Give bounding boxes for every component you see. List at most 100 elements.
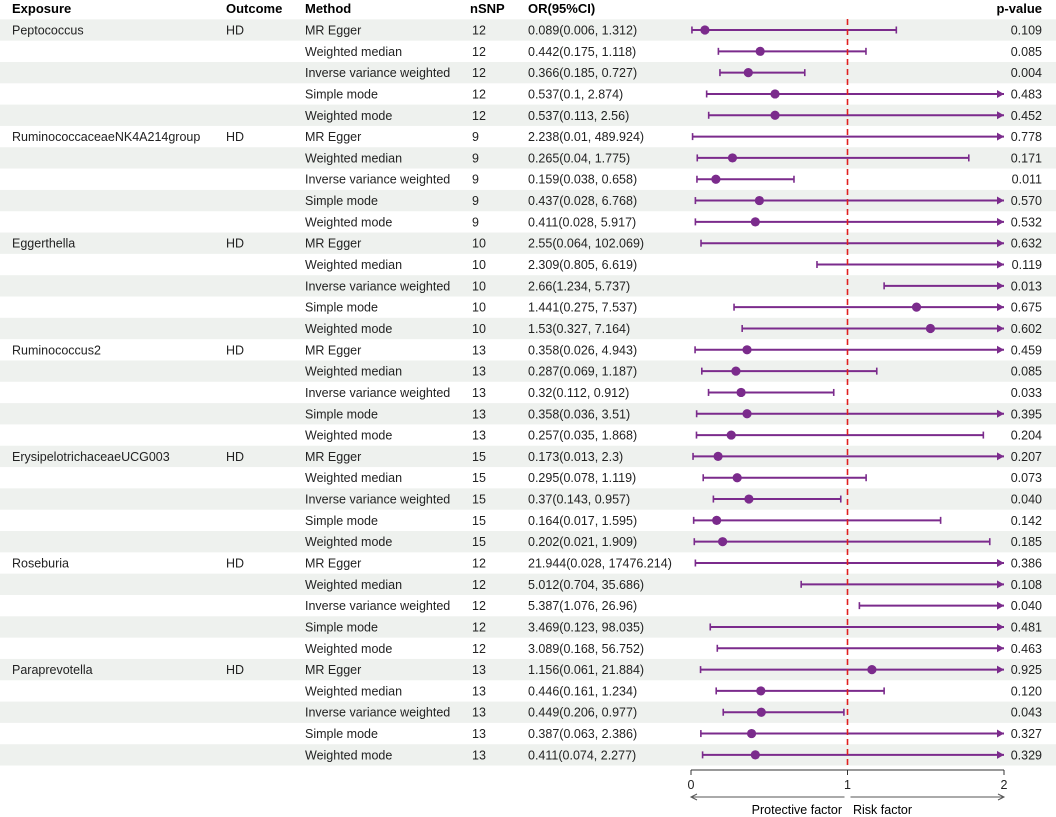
point-estimate (726, 430, 736, 440)
method-label: Simple mode (305, 407, 378, 421)
point-estimate (756, 686, 766, 696)
protective-factor-label: Protective factor (752, 803, 842, 817)
or-ci-value: 0.173(0.013, 2.3) (528, 450, 623, 464)
or-ci-value: 0.287(0.069, 1.187) (528, 365, 637, 379)
nsnp-value: 9 (472, 173, 479, 187)
nsnp-value: 10 (472, 322, 486, 336)
or-ci-value: 1.53(0.327, 7.164) (528, 322, 630, 336)
method-label: Weighted mode (305, 109, 392, 123)
method-label: Inverse variance weighted (305, 173, 450, 187)
or-ci-value: 0.164(0.017, 1.595) (528, 514, 637, 528)
outcome-label: HD (226, 663, 244, 677)
p-value: 0.570 (1011, 194, 1042, 208)
method-label: Weighted median (305, 258, 402, 272)
nsnp-value: 13 (472, 706, 486, 720)
outcome-label: HD (226, 237, 244, 251)
method-label: Weighted mode (305, 215, 392, 229)
row-stripe (0, 573, 1056, 595)
p-value: 0.073 (1011, 471, 1042, 485)
table-rows: Peptococcus HD MR Egger 12 0.089(0.006, 1.31… (12, 24, 1042, 763)
exposure-label: RuminococcaceaeNK4A214group (12, 130, 200, 144)
outcome-label: HD (226, 557, 244, 571)
or-ci-value: 0.358(0.036, 3.51) (528, 407, 630, 421)
point-estimate (736, 387, 746, 398)
nsnp-value: 13 (472, 365, 486, 379)
p-value: 0.632 (1011, 237, 1042, 251)
nsnp-value: 10 (472, 301, 486, 315)
point-estimate (732, 473, 742, 483)
method-label: Weighted mode (305, 642, 392, 656)
x-tick-label: 1 (844, 778, 851, 792)
outcome-label: HD (226, 450, 244, 464)
nsnp-value: 15 (472, 493, 486, 507)
p-value: 0.483 (1011, 87, 1042, 101)
p-value: 0.109 (1011, 24, 1042, 38)
or-ci-value: 0.446(0.161, 1.234) (528, 684, 637, 698)
ci-arrow-high (997, 580, 1004, 589)
p-value: 0.481 (1011, 620, 1042, 634)
or-ci-value: 0.442(0.175, 1.118) (528, 45, 636, 59)
method-label: MR Egger (305, 130, 361, 144)
ci-arrow-high (997, 196, 1004, 205)
point-estimate (727, 153, 738, 163)
ci-arrow-high (997, 303, 1004, 312)
method-label: Weighted median (305, 684, 402, 698)
point-estimate (750, 750, 760, 760)
nsnp-value: 15 (472, 471, 486, 485)
or-ci-value: 0.32(0.112, 0.912) (528, 386, 629, 400)
method-label: Inverse variance weighted (305, 279, 450, 293)
or-ci-value: 5.012(0.704, 35.686) (528, 578, 644, 592)
exposure-label: Roseburia (12, 557, 69, 571)
risk-arrow-head (997, 793, 1006, 801)
p-value: 0.085 (1011, 45, 1042, 59)
or-ci-value: 0.265(0.04, 1.775) (528, 151, 630, 165)
point-estimate (750, 217, 760, 227)
or-ci-value: 2.309(0.805, 6.619) (528, 258, 637, 272)
header-exposure: Exposure (12, 1, 71, 16)
row-stripe (0, 488, 1056, 510)
exposure-label: Paraprevotella (12, 663, 93, 677)
p-value: 0.778 (1011, 130, 1042, 144)
nsnp-value: 10 (472, 237, 486, 251)
p-value: 0.452 (1011, 109, 1042, 123)
or-ci-value: 0.411(0.028, 5.917) (528, 215, 636, 229)
ci-arrow-high (997, 89, 1004, 98)
nsnp-value: 12 (472, 642, 486, 656)
point-estimate (911, 302, 922, 312)
or-ci-value: 0.437(0.028, 6.768) (528, 194, 637, 208)
or-ci-value: 0.089(0.006, 1.312) (528, 24, 637, 38)
nsnp-value: 13 (472, 343, 486, 357)
point-estimate (711, 174, 721, 184)
method-label: Simple mode (305, 194, 378, 208)
outcome-label: HD (226, 130, 244, 144)
method-label: MR Egger (305, 343, 361, 357)
or-ci-value: 0.537(0.113, 2.56) (528, 109, 629, 123)
row-stripe (0, 104, 1056, 126)
row-stripe (0, 61, 1056, 84)
nsnp-value: 13 (472, 727, 486, 741)
p-value: 0.204 (1011, 429, 1042, 443)
p-value: 0.120 (1011, 684, 1042, 698)
nsnp-value: 13 (472, 429, 486, 443)
nsnp-value: 13 (472, 407, 486, 421)
method-label: Weighted median (305, 471, 402, 485)
or-ci-value: 0.411(0.074, 2.277) (528, 748, 636, 762)
point-estimate (712, 515, 722, 525)
direction-annotation: Protective factor Risk factor (689, 793, 1006, 817)
p-value: 0.142 (1011, 514, 1042, 528)
row-stripe (0, 232, 1056, 254)
method-label: Simple mode (305, 301, 378, 315)
nsnp-value: 10 (472, 279, 486, 293)
p-value: 0.119 (1012, 258, 1042, 272)
or-ci-value: 0.37(0.143, 0.957) (528, 493, 630, 507)
p-value: 0.185 (1011, 535, 1042, 549)
header-nsnp: nSNP (470, 1, 505, 16)
nsnp-value: 13 (472, 386, 486, 400)
point-estimate (867, 665, 877, 675)
nsnp-value: 12 (472, 87, 486, 101)
nsnp-value: 15 (472, 535, 486, 549)
row-stripe (0, 445, 1056, 468)
p-value: 0.395 (1011, 407, 1042, 421)
header-outcome: Outcome (226, 1, 282, 16)
